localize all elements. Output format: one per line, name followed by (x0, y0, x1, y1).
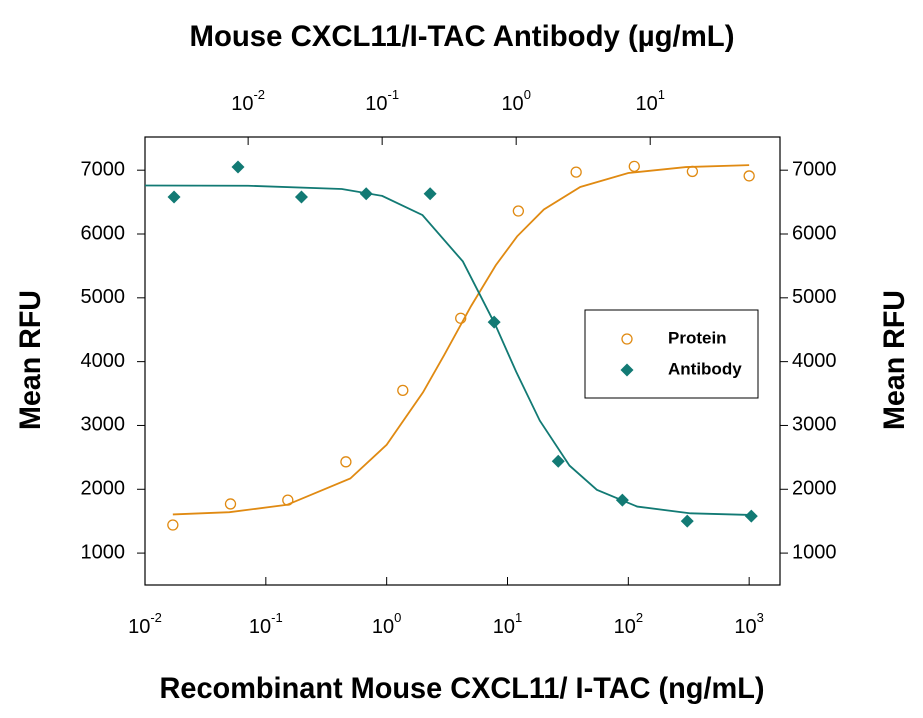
y-tick-label: 7000 (81, 158, 126, 180)
y-tick-label: 3000 (81, 414, 126, 436)
tick-exponent: 2 (636, 610, 643, 625)
diamond-marker (167, 190, 181, 204)
fit-curve (172, 164, 750, 516)
tick-exponent: 1 (658, 87, 665, 102)
circle-marker (743, 170, 755, 182)
legend-label: Antibody (668, 359, 742, 378)
y2-tick-label: 1000 (792, 541, 837, 563)
tick-base: 10 (635, 93, 657, 115)
y2-tick-label: 7000 (792, 158, 837, 180)
circle-marker (282, 494, 294, 506)
tick-base: 10 (493, 616, 515, 638)
circle-marker (686, 165, 699, 178)
tick-exponent: -2 (253, 87, 265, 102)
tick-exponent: 1 (515, 610, 522, 625)
circle-marker (621, 333, 633, 345)
tick-base: 10 (734, 616, 756, 638)
tick-base: 10 (231, 93, 253, 115)
y2-tick-label: 4000 (792, 350, 837, 372)
y-tick-label: 6000 (81, 222, 126, 244)
fit-curve (144, 184, 755, 516)
diamond-marker (359, 187, 373, 201)
legend-box (584, 309, 759, 399)
x-tick-label: 100 (372, 610, 401, 638)
y2-tick-label: 3000 (792, 414, 837, 436)
x-tick-label: 102 (614, 610, 643, 638)
circle-marker (167, 519, 179, 531)
right-axis-title: Mean RFU (878, 290, 911, 430)
x2-tick-label: 10-1 (365, 87, 399, 115)
circle-marker (340, 456, 352, 468)
diamond-marker (551, 454, 565, 468)
tick-exponent: 0 (394, 610, 401, 625)
x2-tick-label: 10-2 (231, 87, 265, 115)
diamond-marker (680, 514, 694, 528)
circle-marker (512, 205, 525, 217)
tick-base: 10 (128, 616, 150, 638)
left-axis-title: Mean RFU (14, 290, 47, 430)
circle-marker (570, 166, 582, 178)
plot-frame (144, 136, 781, 586)
y2-tick-label: 6000 (792, 222, 837, 244)
diamond-marker (231, 160, 245, 174)
x-tick-label: 103 (734, 610, 763, 638)
tick-base: 10 (365, 93, 387, 115)
x2-tick-label: 100 (501, 87, 530, 115)
tick-exponent: -1 (388, 87, 400, 102)
diamond-marker (487, 315, 501, 329)
y2-tick-label: 2000 (792, 478, 837, 500)
tick-base: 10 (501, 93, 523, 115)
x-tick-label: 10-1 (249, 610, 283, 638)
x2-tick-label: 101 (635, 87, 664, 115)
x-tick-label: 101 (493, 610, 522, 638)
circle-marker (397, 384, 409, 397)
tick-exponent: 3 (757, 610, 764, 625)
diamond-marker (423, 187, 437, 201)
bottom-axis-title: Recombinant Mouse CXCL11/ I-TAC (ng/mL) (160, 672, 765, 705)
diamond-marker (294, 190, 308, 204)
y-tick-label: 2000 (81, 478, 126, 500)
y2-tick-label: 5000 (792, 286, 837, 308)
tick-exponent: 0 (524, 87, 531, 102)
y-tick-label: 1000 (81, 541, 126, 563)
diamond-marker (620, 363, 634, 377)
tick-base: 10 (249, 616, 271, 638)
tick-base: 10 (614, 616, 636, 638)
diamond-marker (615, 493, 629, 507)
tick-exponent: -2 (150, 610, 162, 625)
circle-marker (628, 160, 640, 173)
x-tick-label: 10-2 (128, 610, 162, 638)
y-tick-label: 5000 (81, 286, 126, 308)
tick-base: 10 (372, 616, 394, 638)
circle-marker (224, 498, 237, 510)
circle-marker (455, 312, 467, 324)
top-axis-title: Mouse CXCL11/I-TAC Antibody (µg/mL) (190, 20, 735, 53)
tick-exponent: -1 (271, 610, 283, 625)
legend-label: Protein (668, 328, 727, 347)
diamond-marker (744, 509, 758, 523)
y-tick-label: 4000 (81, 350, 126, 372)
